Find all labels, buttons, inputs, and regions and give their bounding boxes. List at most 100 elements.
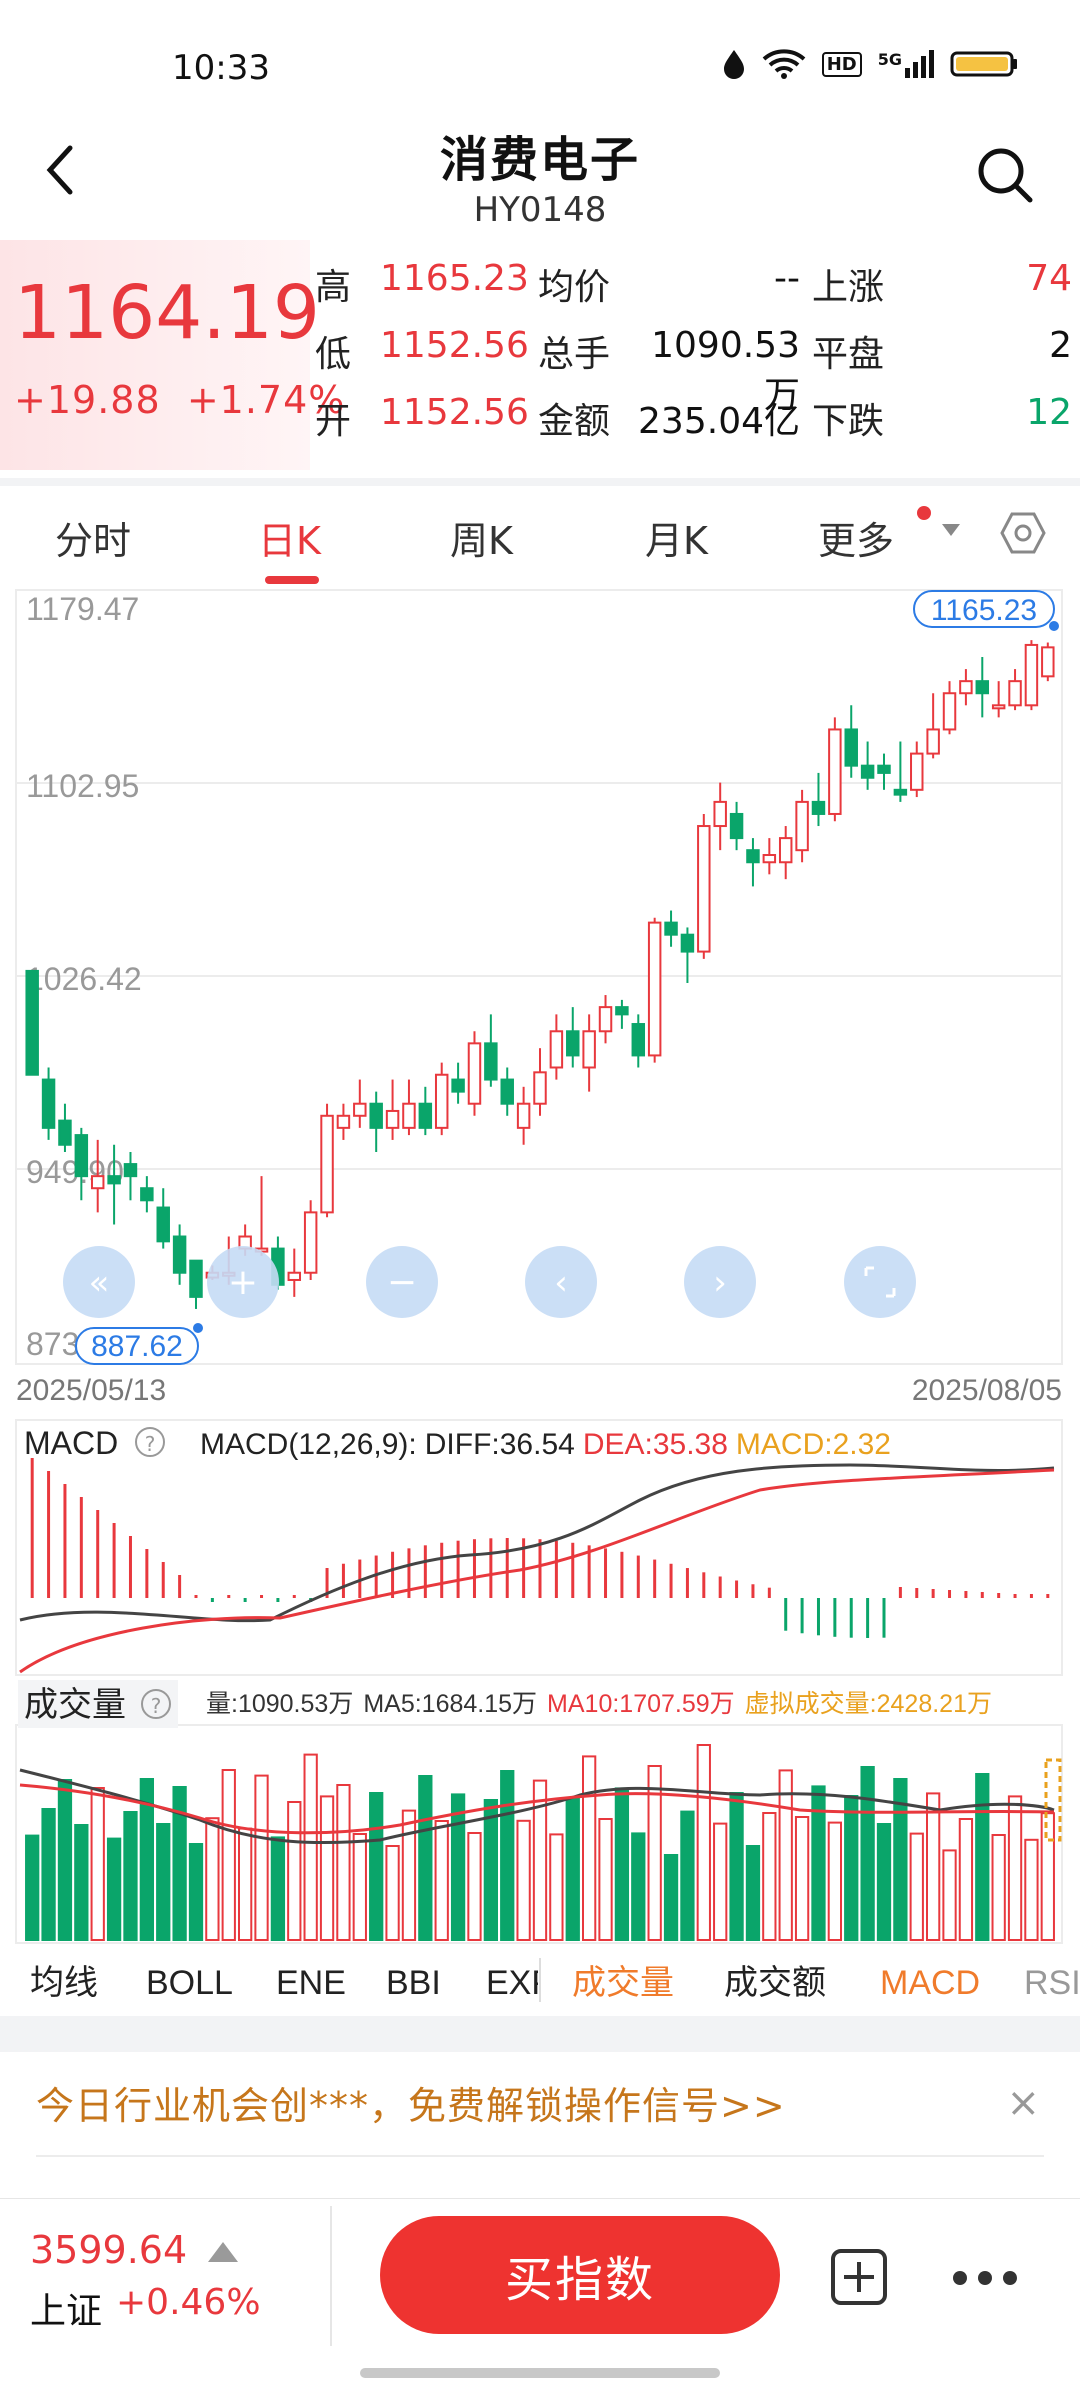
volume-bar [860,1766,875,1941]
volume-bar [41,1808,56,1941]
candle-body [1024,643,1039,707]
tab-more[interactable]: 更多 [818,519,895,563]
y-tick-5: 873 [26,1326,79,1362]
volume-value: 1090.53万 [651,325,800,416]
zoom-in-button[interactable]: + [207,1246,279,1318]
flat-label: 平盘 [812,334,885,375]
volume-ma10: MA10:1707.59万 [547,1690,735,1718]
candle-body [1008,680,1022,707]
macd-help-icon[interactable]: ? [135,1427,165,1457]
quote-highlight [0,240,310,470]
candle-body [942,692,957,731]
y-tick-3: 1026.42 [26,961,142,997]
candle-body [762,854,777,864]
wifi-icon [762,49,806,79]
volume-bar [663,1854,679,1941]
candle-body [598,1006,613,1033]
index-code: HY0148 [473,190,607,230]
volume-bar [582,1755,597,1942]
index-price[interactable]: 3599.64 [30,2228,188,2272]
volume-bar [450,1793,466,1942]
zoom-out-button[interactable]: − [366,1246,438,1318]
svg-text:‹: ‹ [554,1263,568,1303]
search-icon[interactable] [975,145,1035,205]
amount-value: 235.04亿 [638,401,800,442]
volume-bar [106,1837,122,1941]
volume-bar [254,1774,269,1941]
volume-ma10-line [19,1783,1055,1835]
indicator-tab-macd[interactable]: MACD [880,1964,980,2002]
candle-body [484,1042,498,1081]
volume-bar [418,1775,433,1941]
avg-value: -- [774,258,800,299]
hd-icon: HD [821,51,862,77]
volume-bar [467,1832,482,1941]
svg-text:−: − [387,1262,417,1303]
indicator-tab-rsi[interactable]: RSI [1024,1964,1080,2002]
tab-monthly-k[interactable]: 月K [645,519,708,563]
add-icon[interactable] [830,2248,888,2306]
settings-icon[interactable] [1000,510,1046,556]
back-arrow-icon[interactable] [40,140,80,200]
macd-title: MACD [24,1425,118,1461]
svg-text:?: ? [145,1432,156,1456]
kline-chart[interactable]: 1179.47 1102.95 1026.42 949.90 873 1165.… [0,586,1080,2006]
indicator-tab-amount[interactable]: 成交额 [724,1964,826,2002]
volume-bar [893,1778,908,1941]
volume-bar [74,1824,89,1941]
indicator-tab-expma[interactable]: EXPMA [486,1964,605,2002]
volume-bar [434,1820,449,1941]
signal-icon: 5G [878,50,934,78]
volume-bar [909,1832,924,1941]
volume-bar [172,1786,187,1941]
index-name[interactable]: 上证 [30,2291,103,2332]
indicator-tab-rsi-clip: RSI [1024,1964,1080,2002]
volume-bar [336,1784,351,1941]
scroll-left-button[interactable]: ‹ [525,1246,597,1318]
start-date: 2025/05/13 [16,1374,166,1407]
volume-bar [25,1834,40,1941]
fullscreen-button[interactable] [844,1246,916,1318]
tab-intraday[interactable]: 分时 [55,519,132,563]
volume-bar [270,1836,286,1942]
tab-weekly-k[interactable]: 周K [450,519,513,563]
macd-value: MACD:2.32 [736,1428,891,1461]
candle-body [74,1134,89,1178]
tab-daily-k[interactable]: 日K [258,519,321,563]
change-value: +19.88 [14,378,161,422]
volume-label: 总手 [538,334,611,375]
scroll-right-button[interactable]: › [684,1246,756,1318]
volume-bar [303,1753,318,1941]
volume-bar [991,1834,1006,1941]
indicator-tab-bbi[interactable]: BBI [386,1964,441,2002]
indicator-tab-boll[interactable]: BOLL [146,1964,233,2002]
candlestick-series [25,640,1055,1309]
indicator-tab-ma[interactable]: 均线 [30,1964,98,2002]
close-icon[interactable]: × [1006,2080,1040,2126]
candle-body [615,1006,629,1016]
min-marker [193,1323,203,1333]
dropdown-arrow-icon[interactable] [940,522,962,538]
candle-body [729,812,744,840]
indicator-tab-volume[interactable]: 成交量 [572,1964,674,2002]
indicator-tab-ene[interactable]: ENE [276,1964,346,2002]
candle-body [41,1078,56,1129]
indicator-tab-expma-clip: EXPMA [486,1964,605,2002]
scroll-left-fast-button[interactable]: « [63,1246,135,1318]
open-label: 开 [315,401,352,442]
candle-body [467,1042,482,1105]
candle-body [910,752,924,791]
macd-params: MACD(12,26,9): DIFF:36.54 DEA:35.38 MACD:2.… [200,1428,891,1461]
svg-text:›: › [713,1263,727,1303]
buy-index-button[interactable]: 买指数 [380,2216,780,2334]
macd-diff: DIFF:36.54 [425,1428,575,1461]
volume-help-icon[interactable]: ? [141,1689,171,1719]
volume-bar [827,1821,843,1941]
down-label: 下跌 [812,401,885,442]
up-count: 74 [1026,258,1072,299]
candle-body [926,728,940,755]
volume-bar [57,1779,73,1941]
more-icon[interactable] [950,2268,1020,2288]
promo-banner[interactable]: 今日行业机会创***，免费解锁操作信号>> [36,2084,786,2128]
candle-body [778,837,793,864]
